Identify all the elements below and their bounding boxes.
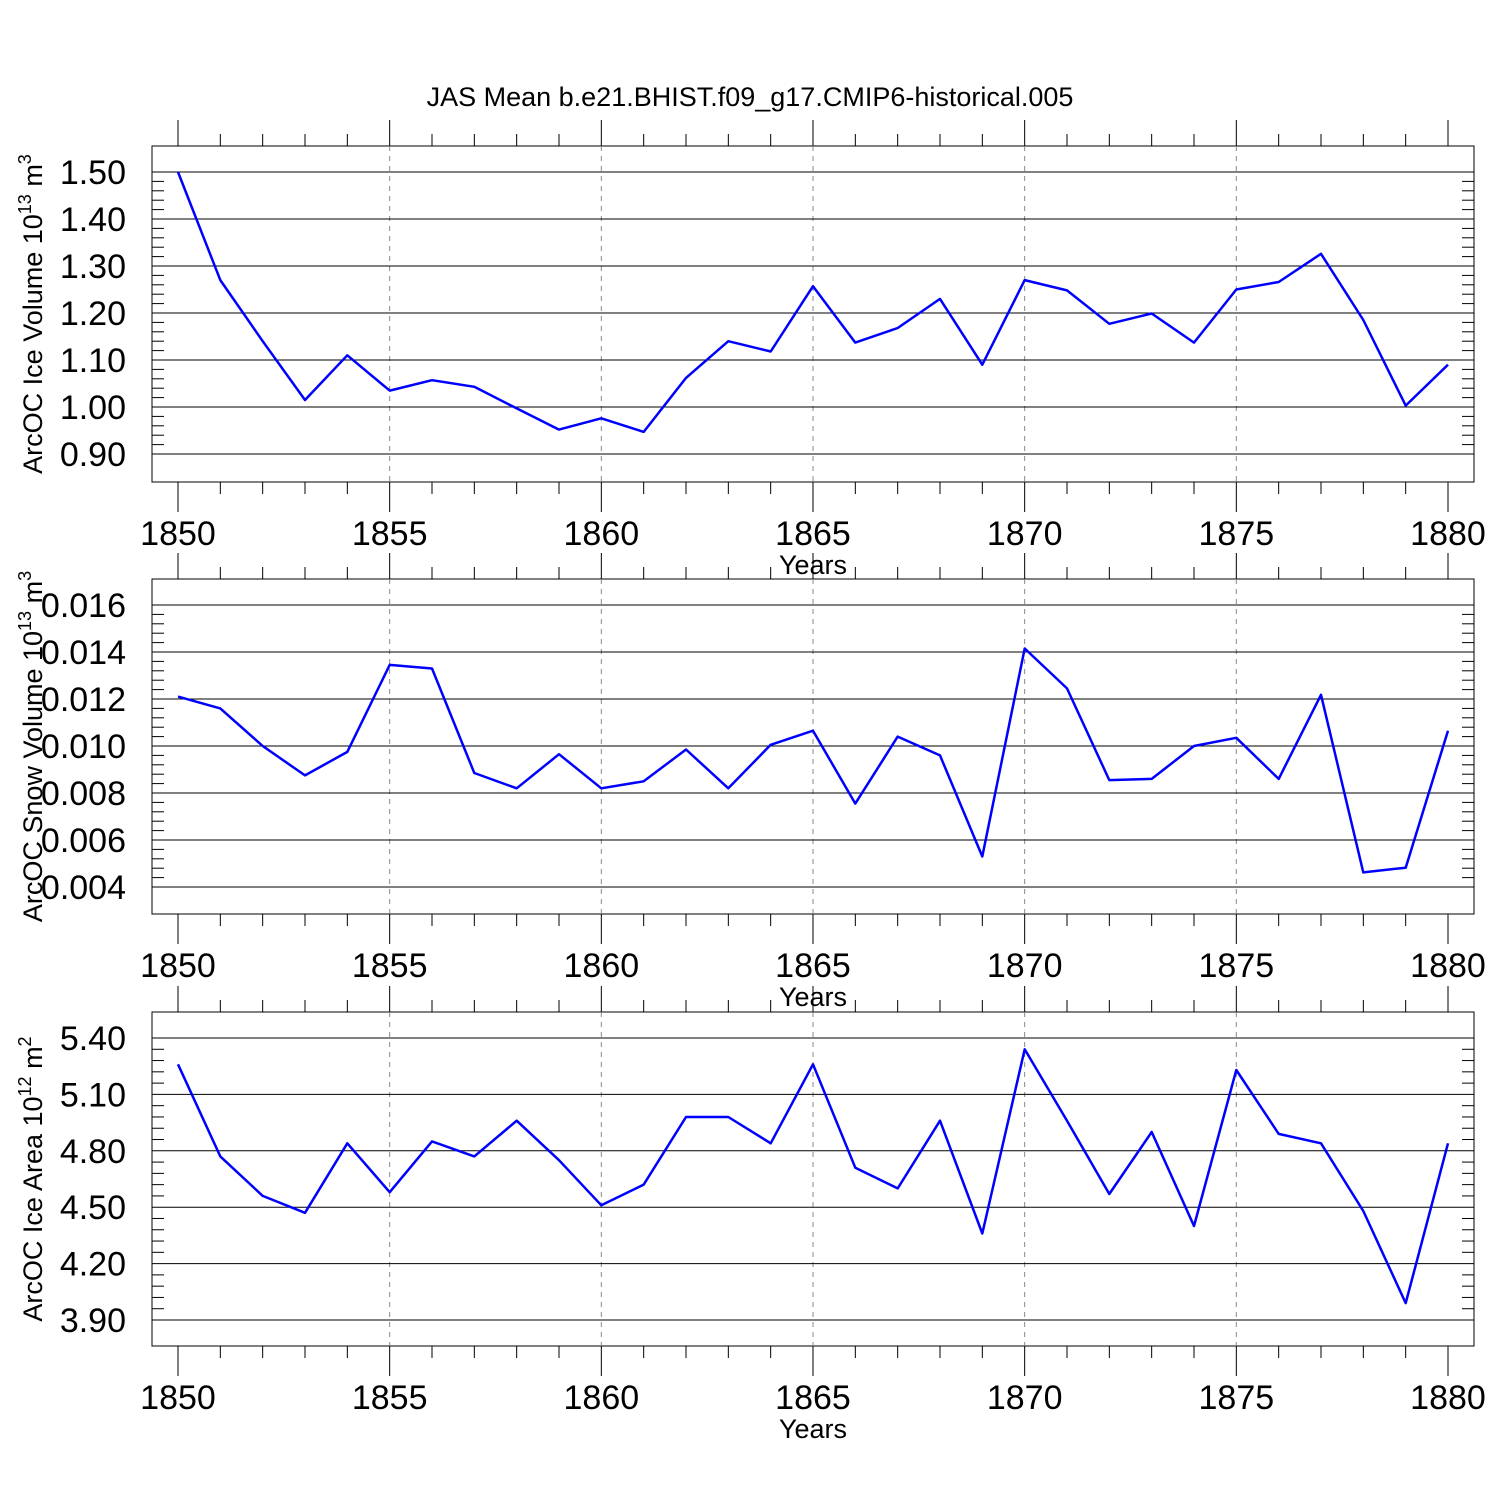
y-tick-label: 1.50 (60, 154, 126, 192)
y-axis-label-text: ArcOC Ice Area 10 (18, 1096, 48, 1321)
y-tick-label: 1.40 (60, 201, 126, 239)
y-axis-label-superscript: 3 (15, 154, 35, 164)
y-axis-label: ArcOC Ice Volume 1013 m3 (15, 154, 48, 474)
x-tick-label: 1860 (564, 1379, 640, 1417)
chart-title: JAS Mean b.e21.BHIST.f09_g17.CMIP6-histo… (427, 82, 1074, 112)
x-tick-label: 1855 (352, 515, 428, 553)
x-tick-label: 1850 (140, 515, 216, 553)
y-axis-label: ArcOC Ice Area 1012 m2 (15, 1036, 48, 1321)
y-tick-label: 0.016 (41, 587, 126, 625)
x-tick-label: 1875 (1199, 515, 1275, 553)
x-tick-label: 1855 (352, 947, 428, 985)
y-axis-label-superscript: 12 (15, 1076, 35, 1096)
y-tick-label: 0.004 (41, 869, 126, 907)
x-axis-label: Years (779, 1414, 847, 1444)
y-tick-label: 0.006 (41, 822, 126, 860)
y-axis-label-text: ArcOC Snow Volume 10 (18, 631, 48, 922)
x-tick-label: 1850 (140, 947, 216, 985)
x-tick-label: 1860 (564, 947, 640, 985)
panel-3: 1850 1855 1860 1865 1870 1875 1880 3.90 4.20 4.50… (15, 986, 1486, 1444)
y-tick-label: 1.00 (60, 389, 126, 427)
y-tick-label: 4.80 (60, 1133, 126, 1171)
y-tick-label: 5.40 (60, 1020, 126, 1058)
y-axis-label-superscript: 3 (15, 571, 35, 581)
panel-1: 1850 1855 1860 1865 1870 1875 1880 0.90 1.00 1.10… (15, 120, 1486, 580)
x-tick-label: 1860 (564, 515, 640, 553)
y-tick-label: 1.30 (60, 248, 126, 286)
y-axis-label-superscript: 2 (15, 1036, 35, 1046)
y-tick-label: 3.90 (60, 1302, 126, 1340)
x-tick-label: 1880 (1410, 947, 1486, 985)
y-axis-label-text: m (18, 1046, 48, 1076)
x-tick-label: 1880 (1410, 1379, 1486, 1417)
x-tick-label: 1865 (775, 947, 851, 985)
y-axis-label: ArcOC Snow Volume 1013 m3 (15, 571, 48, 922)
y-tick-label: 5.10 (60, 1076, 126, 1114)
y-tick-label: 0.90 (60, 436, 126, 474)
y-tick-label: 0.012 (41, 681, 126, 719)
series-line (176, 171, 1449, 434)
y-axis-label-text: m (18, 581, 48, 611)
x-tick-label: 1870 (987, 515, 1063, 553)
x-tick-label: 1870 (987, 947, 1063, 985)
x-tick-label: 1855 (352, 1379, 428, 1417)
series-line (177, 647, 1450, 874)
x-tick-label: 1865 (775, 1379, 851, 1417)
y-tick-label: 0.014 (41, 634, 126, 672)
y-axis-label-superscript: 13 (15, 194, 35, 214)
x-tick-label: 1880 (1410, 515, 1486, 553)
series-line (176, 1048, 1450, 1305)
panels: 1850 1855 1860 1865 1870 1875 1880 0.90 1.00 1.10… (15, 120, 1486, 1444)
y-axis-label-text: ArcOC Ice Volume 10 (18, 214, 48, 474)
x-tick-label: 1875 (1199, 1379, 1275, 1417)
x-tick-label: 1875 (1199, 947, 1275, 985)
panel-2: 1850 1855 1860 1865 1870 1875 1880 0.004 0.006 0.… (15, 553, 1486, 1012)
y-tick-label: 1.20 (60, 295, 126, 333)
y-tick-label: 4.50 (60, 1189, 126, 1227)
y-axis-label-superscript: 13 (15, 611, 35, 631)
y-axis-label-text: m (18, 164, 48, 194)
y-tick-label: 1.10 (60, 342, 126, 380)
y-tick-label: 0.010 (41, 728, 126, 766)
x-tick-label: 1870 (987, 1379, 1063, 1417)
x-tick-label: 1850 (140, 1379, 216, 1417)
x-tick-label: 1865 (775, 515, 851, 553)
y-tick-label: 0.008 (41, 775, 126, 813)
y-tick-label: 4.20 (60, 1246, 126, 1284)
